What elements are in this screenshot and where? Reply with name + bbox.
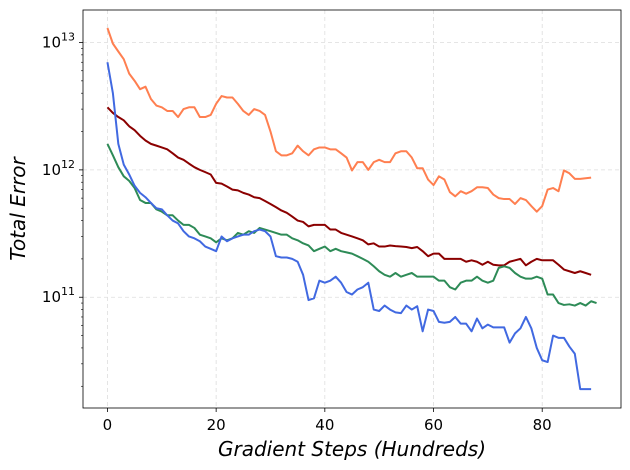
y-tick-base: 10 bbox=[42, 161, 61, 179]
x-tick-label: 80 bbox=[533, 416, 552, 434]
y-tick-exponent: 11 bbox=[61, 285, 75, 298]
x-tick-label: 0 bbox=[103, 416, 113, 434]
y-axis-label: Total Error bbox=[6, 155, 30, 260]
x-tick-label: 60 bbox=[424, 416, 443, 434]
x-tick-label: 20 bbox=[207, 416, 226, 434]
series-line bbox=[106, 27, 592, 213]
y-tick-exponent: 12 bbox=[61, 158, 75, 171]
y-tick-label: 1011 bbox=[42, 285, 75, 306]
grid bbox=[83, 10, 621, 408]
plot-frame bbox=[82, 9, 622, 409]
series-line bbox=[106, 143, 597, 307]
series-group bbox=[106, 27, 597, 391]
y-tick-exponent: 13 bbox=[61, 31, 75, 44]
y-tick-label: 1013 bbox=[42, 31, 75, 52]
y-tick-label: 1012 bbox=[42, 158, 75, 179]
y-tick-base: 10 bbox=[42, 288, 61, 306]
series-line bbox=[106, 106, 592, 276]
x-tick-label: 40 bbox=[315, 416, 334, 434]
series-line bbox=[106, 62, 592, 391]
y-tick-base: 10 bbox=[42, 34, 61, 52]
x-axis-label: Gradient Steps (Hundreds) bbox=[218, 437, 486, 461]
